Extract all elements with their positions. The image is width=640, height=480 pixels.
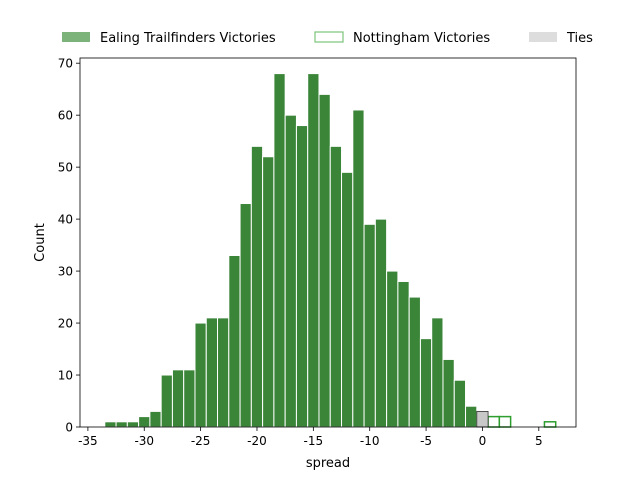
legend-label-1: Nottingham Victories [353,31,490,46]
bar-nottingham-victories-2 [543,421,557,428]
x-axis: -35 -30 -25 -20 -15 -10 -5 0 5 [78,427,543,448]
bar-ealing-trailfinders-victories-26 [397,280,410,428]
bar-ealing-trailfinders-victories-0 [104,421,117,428]
bar-ealing-trailfinders-victories-13 [250,145,264,428]
bar-ealing-trailfinders-victories-17 [295,125,309,428]
bar-ealing-trailfinders-victories-2 [126,421,140,428]
legend-label-0: Ealing Trailfinders Victories [100,31,276,46]
bar-ealing-trailfinders-victories-8 [194,322,207,428]
x-tick-label: -25 [191,434,211,448]
x-tick-label: 5 [535,434,543,448]
y-tick-label: 40 [58,213,73,227]
bar-ealing-trailfinders-victories-31 [453,379,467,428]
x-tick-label: 0 [479,434,487,448]
bar-ealing-trailfinders-victories-7 [183,369,196,428]
x-tick-label: -10 [360,434,380,448]
bar-nottingham-victories-1 [498,415,512,428]
bar-ealing-trailfinders-victories-27 [408,296,421,428]
y-tick-label: 50 [58,161,73,175]
bar-ealing-trailfinders-victories-10 [217,317,230,428]
y-tick-label: 30 [58,265,73,279]
y-tick-label: 10 [58,369,73,383]
bar-ealing-trailfinders-victories-18 [307,73,320,428]
bar-ealing-trailfinders-victories-5 [160,374,173,428]
bar-ealing-trailfinders-victories-11 [228,254,241,428]
bars [104,73,557,428]
legend-swatch-1 [314,31,344,43]
bar-ealing-trailfinders-victories-3 [138,416,151,428]
bar-ealing-trailfinders-victories-15 [273,73,286,428]
bar-ealing-trailfinders-victories-20 [329,145,343,428]
bar-ealing-trailfinders-victories-24 [374,218,388,428]
y-axis-label: Count [33,223,48,262]
bar-ealing-trailfinders-victories-23 [363,223,376,428]
bar-ealing-trailfinders-victories-21 [341,171,354,428]
y-tick-label: 70 [58,57,73,71]
bar-ealing-trailfinders-victories-6 [171,369,185,428]
plot-frame [79,57,577,428]
y-tick-label: 60 [58,109,73,123]
bar-ealing-trailfinders-victories-30 [442,358,455,428]
x-tick-label: -30 [134,434,154,448]
legend-label-2: Ties [566,31,593,46]
bar-nottingham-victories-0 [487,415,501,428]
legend: Ealing Trailfinders Victories Nottingham … [62,31,593,46]
x-tick-label: -20 [247,434,267,448]
y-tick-label: 0 [65,421,73,435]
x-tick-label: -5 [420,434,432,448]
y-tick-label: 20 [58,317,73,331]
y-axis: 0 10 20 30 40 50 60 70 [58,57,80,435]
bar-ealing-trailfinders-victories-9 [205,317,219,428]
bar-ealing-trailfinders-victories-14 [262,156,275,428]
x-tick-label: -15 [304,434,324,448]
x-axis-label: spread [306,456,350,471]
bar-ealing-trailfinders-victories-4 [149,410,162,428]
bar-ealing-trailfinders-victories-29 [431,317,444,428]
bar-ealing-trailfinders-victories-32 [465,405,478,428]
legend-swatch-0 [62,32,90,42]
bar-ealing-trailfinders-victories-12 [239,203,252,428]
bar-ealing-trailfinders-victories-16 [284,114,297,428]
bar-ealing-trailfinders-victories-1 [115,421,128,428]
bar-ealing-trailfinders-victories-22 [352,109,365,428]
bar-ties-0 [476,411,489,428]
bar-ealing-trailfinders-victories-28 [419,338,433,428]
legend-swatch-2 [529,32,557,42]
bar-ealing-trailfinders-victories-19 [318,93,331,428]
x-tick-label: -35 [78,434,98,448]
bar-ealing-trailfinders-victories-25 [386,270,399,428]
